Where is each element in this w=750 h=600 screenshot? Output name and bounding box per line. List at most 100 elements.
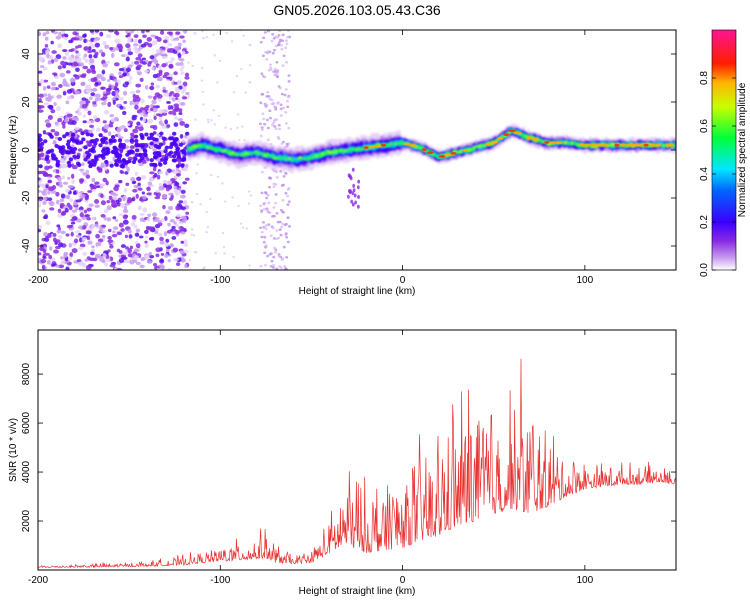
noise-blob [286, 203, 290, 206]
noise-blob [248, 81, 252, 84]
noise-blob [180, 163, 185, 168]
noise-blob [58, 31, 62, 37]
ridge-hotspot [636, 143, 645, 147]
noise-blob [231, 196, 234, 199]
noise-blob [285, 99, 289, 103]
noise-blob [120, 244, 126, 248]
noise-blob [100, 86, 105, 90]
noise-blob [352, 183, 356, 188]
noise-blob [160, 252, 165, 256]
noise-blob [218, 59, 222, 62]
noise-blob [108, 30, 115, 33]
noise-blob [275, 118, 279, 121]
noise-blob [88, 46, 92, 51]
noise-blob [147, 62, 152, 67]
noise-blob [49, 148, 55, 153]
noise-blob [132, 128, 139, 134]
noise-blob [132, 188, 138, 193]
noise-blob [144, 235, 149, 239]
noise-blob [118, 75, 123, 79]
noise-blob [275, 176, 279, 179]
noise-blob [142, 195, 147, 200]
noise-blob [149, 55, 155, 60]
noise-blob [91, 70, 97, 75]
noise-blob [160, 30, 165, 35]
noise-blob [112, 226, 119, 231]
ridge-hotspot [380, 143, 387, 147]
noise-blob [129, 91, 136, 94]
noise-blob [45, 31, 50, 35]
noise-blob [125, 43, 131, 49]
noise-blob [217, 114, 221, 117]
noise-blob [262, 117, 266, 121]
noise-blob [128, 234, 133, 239]
noise-blob [277, 40, 281, 44]
ridge-band [187, 127, 676, 165]
noise-blob [272, 263, 276, 267]
noise-blob [190, 233, 194, 236]
noise-blob [135, 94, 140, 99]
noise-blob [41, 209, 46, 213]
snr-y-ticks: 2000 4000 6000 8000 [21, 363, 676, 532]
noise-blob [127, 51, 133, 56]
noise-blob [95, 242, 99, 247]
noise-blob [171, 231, 176, 235]
noise-blob [269, 116, 273, 120]
noise-blob [38, 224, 43, 230]
noise-blob [71, 138, 76, 143]
noise-blob [92, 188, 96, 193]
noise-blob [75, 67, 80, 73]
noise-blob [162, 89, 167, 93]
noise-blob [57, 137, 63, 142]
noise-blob [124, 171, 129, 175]
noise-blob [261, 112, 265, 116]
noise-blob [261, 92, 265, 96]
noise-blob [82, 33, 87, 38]
noise-blob [153, 143, 158, 148]
noise-blob [66, 89, 73, 94]
noise-blob [43, 214, 49, 220]
noise-blob [74, 74, 80, 80]
noise-blob [157, 232, 163, 237]
noise-blob [179, 226, 185, 232]
noise-blob [274, 248, 278, 252]
noise-blob [77, 111, 82, 116]
noise-blob [101, 52, 106, 58]
ridge-hotspot [601, 143, 609, 147]
noise-blob [68, 157, 74, 162]
noise-blob [138, 112, 144, 116]
noise-blob [139, 132, 144, 137]
noise-blob [158, 120, 163, 125]
noise-blob [260, 191, 264, 195]
noise-blob [151, 99, 157, 105]
noise-blob [38, 189, 42, 193]
noise-blob [93, 76, 98, 82]
noise-blob [48, 254, 53, 260]
noise-blob [287, 200, 291, 203]
noise-blob [45, 184, 49, 189]
noise-blob [129, 75, 133, 81]
noise-blob [287, 74, 291, 77]
noise-blob [167, 259, 171, 263]
noise-blob [281, 64, 285, 67]
noise-blob [62, 56, 67, 60]
noise-blob [181, 150, 187, 155]
noise-blob [265, 207, 269, 211]
noise-blob [146, 136, 152, 141]
noise-blob [273, 67, 277, 71]
noise-blob [75, 155, 81, 160]
noise-blob [100, 97, 106, 101]
noise-blob [123, 205, 128, 211]
noise-blob [90, 146, 96, 151]
noise-blob [123, 128, 128, 133]
noise-blob [94, 204, 100, 209]
noise-blob [118, 213, 124, 217]
noise-blob [177, 80, 181, 85]
noise-blob [259, 40, 263, 44]
noise-blob [113, 30, 119, 35]
noise-blob [43, 232, 48, 237]
noise-blob [44, 156, 50, 161]
noise-blob [113, 116, 119, 121]
noise-blob [179, 134, 184, 139]
noise-blob [162, 109, 168, 114]
